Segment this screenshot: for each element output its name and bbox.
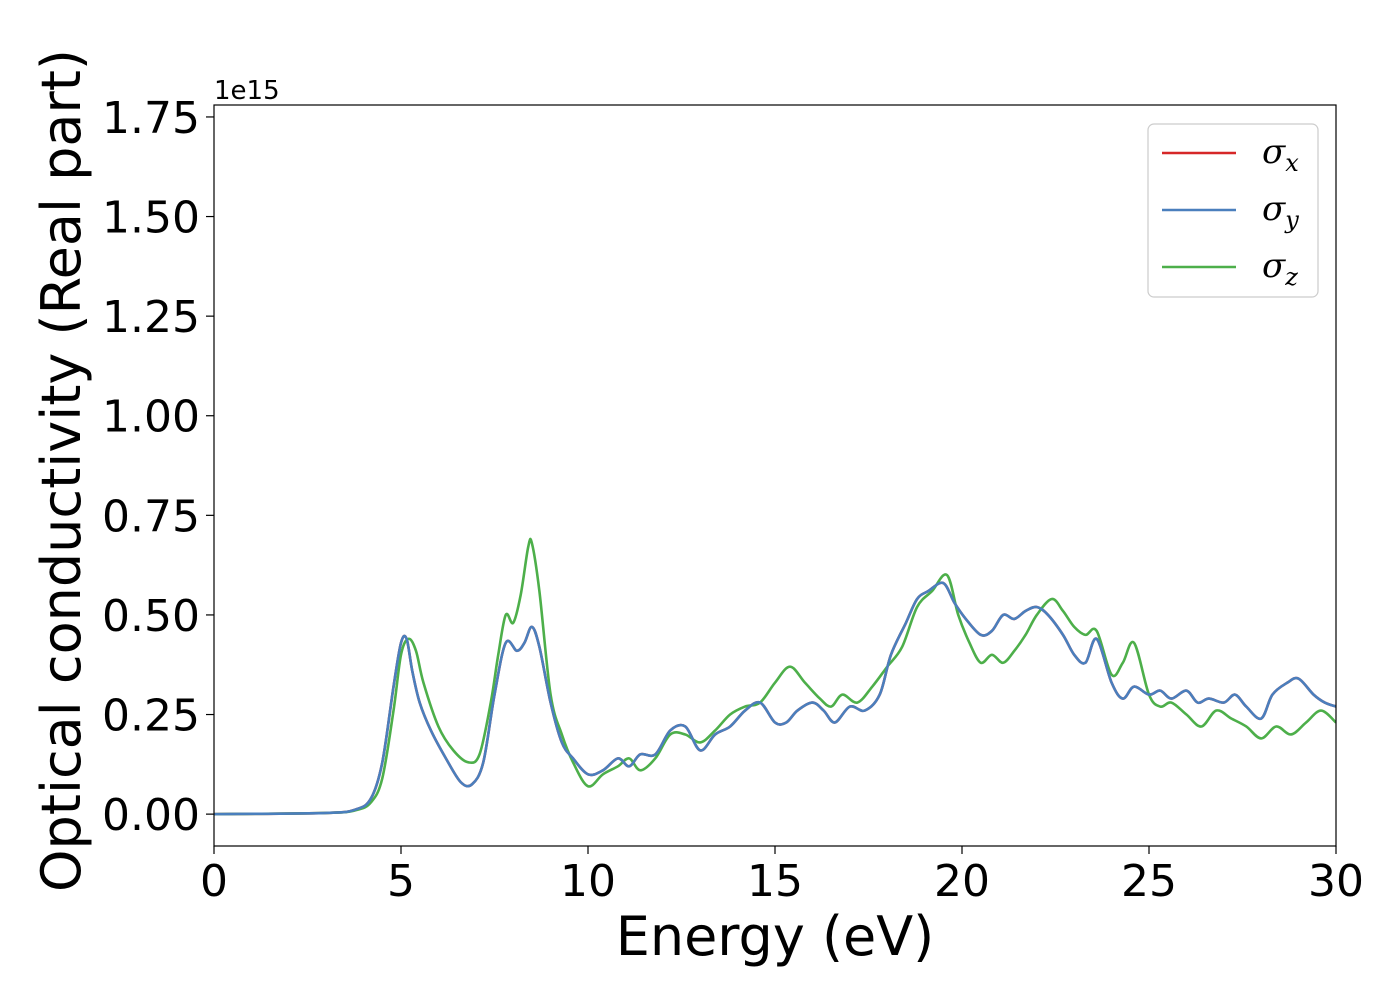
x-tick-label: 30 <box>1308 856 1364 907</box>
series-layer <box>214 537 1336 816</box>
legend-symbol: σ <box>1262 189 1286 229</box>
legend-subscript: z <box>1284 263 1298 291</box>
y-axis-ticks: 0.00 0.25 0.50 0.75 1.00 1.25 1.50 1.75 <box>102 93 214 841</box>
x-tick-label: 5 <box>387 856 415 907</box>
legend-subscript: y <box>1284 206 1299 234</box>
y-tick-label: 0.25 <box>102 691 200 742</box>
y-axis-title: Optical conductivity (Real part) <box>30 49 93 892</box>
y-tick-label: 1.75 <box>102 93 200 144</box>
y-tick-label: 1.25 <box>102 292 200 343</box>
y-tick-label: 1.50 <box>102 193 200 244</box>
series-line-z <box>214 537 1336 816</box>
legend-subscript: x <box>1285 149 1299 177</box>
legend-symbol: σ <box>1262 246 1286 286</box>
x-axis-ticks: 0 5 10 15 20 25 30 <box>200 846 1364 907</box>
x-tick-label: 20 <box>934 856 990 907</box>
y-tick-label: 0.75 <box>102 491 200 542</box>
legend-symbol: σ <box>1262 132 1286 172</box>
legend-label-z: σz <box>1262 246 1298 291</box>
legend-label-x: σx <box>1262 132 1299 177</box>
y-offset-label: 1e15 <box>214 76 280 106</box>
series-line-y <box>214 581 1336 816</box>
x-tick-label: 25 <box>1121 856 1177 907</box>
x-axis-title: Energy (eV) <box>616 905 935 968</box>
x-tick-label: 15 <box>747 856 803 907</box>
legend-label-y: σy <box>1262 189 1299 234</box>
y-tick-label: 0.50 <box>102 591 200 642</box>
x-tick-label: 0 <box>200 856 228 907</box>
y-tick-label: 1.00 <box>102 392 200 443</box>
x-tick-label: 10 <box>560 856 616 907</box>
y-tick-label: 0.00 <box>102 790 200 841</box>
